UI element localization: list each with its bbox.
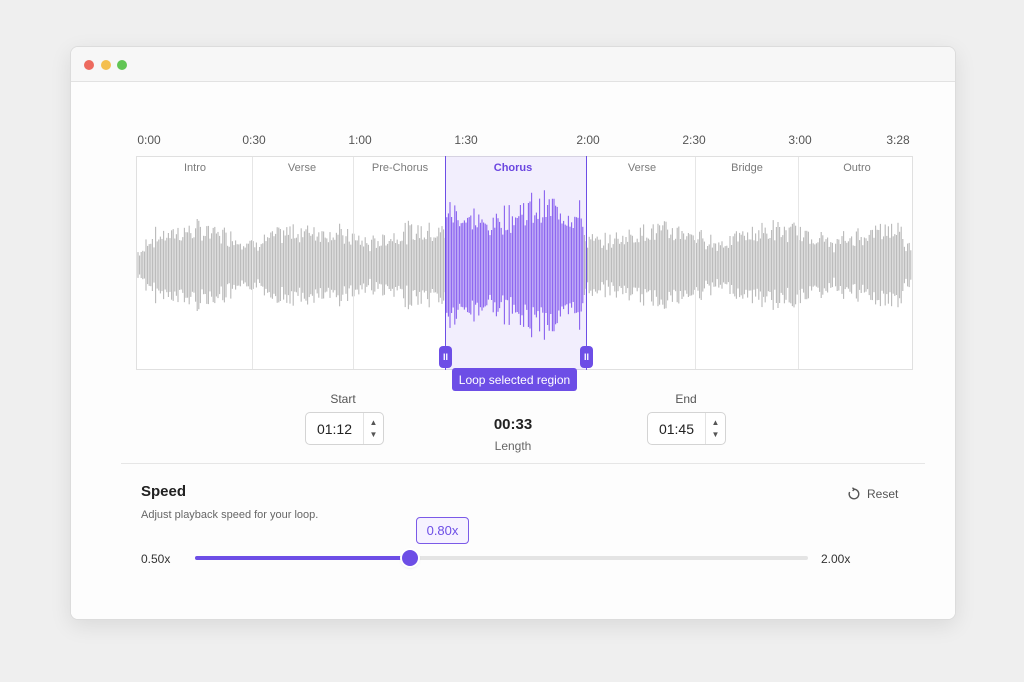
time-tick: 2:30 [682, 133, 706, 147]
section-divider [798, 157, 799, 369]
section-label-verse: Verse [287, 162, 317, 174]
title-bar [71, 47, 955, 82]
reset-icon [848, 487, 860, 500]
end-time-value[interactable]: 01:45 [658, 420, 695, 437]
maximize-window-button[interactable] [117, 60, 127, 70]
section-label-outro: Outro [843, 162, 871, 174]
section-label-verse: Verse [627, 162, 657, 174]
reset-button[interactable]: Reset [847, 487, 898, 501]
section-divider-line [121, 463, 925, 464]
section-label-intro: Intro [183, 162, 207, 174]
time-tick: 1:00 [348, 133, 372, 147]
speed-value-badge: 0.80x [416, 517, 469, 544]
section-divider [252, 157, 253, 369]
start-time-field[interactable]: 01:12 ▲ ▼ [305, 412, 384, 445]
end-time-field[interactable]: 01:45 ▲ ▼ [647, 412, 726, 445]
start-time-value[interactable]: 01:12 [316, 420, 353, 437]
waveform-panel[interactable]: Intro Verse Pre-Chorus Chorus Verse Brid… [136, 156, 913, 370]
reset-label: Reset [867, 487, 899, 501]
section-divider [353, 157, 354, 369]
speed-subtitle: Adjust playback speed for your loop. [141, 509, 319, 521]
time-tick: 0:00 [137, 133, 161, 147]
loop-length-label: Length [494, 439, 532, 453]
end-decrement-icon[interactable]: ▼ [711, 429, 720, 439]
app-window: 0:00 0:30 1:00 1:30 2:00 2:30 3:00 3:28 … [70, 46, 956, 620]
time-tick: 3:28 [886, 133, 910, 147]
section-label-pre-chorus: Pre-Chorus [371, 162, 429, 174]
region-end-handle[interactable]: II [580, 346, 593, 368]
time-tick: 1:30 [454, 133, 478, 147]
speed-title: Speed [141, 483, 187, 500]
start-decrement-icon[interactable]: ▼ [369, 429, 378, 439]
section-label-bridge: Bridge [731, 162, 763, 174]
selected-region[interactable] [445, 156, 587, 370]
region-start-handle[interactable]: II [439, 346, 452, 368]
start-increment-icon[interactable]: ▲ [369, 417, 378, 427]
close-window-button[interactable] [84, 60, 94, 70]
start-label: Start [330, 392, 356, 406]
speed-slider-thumb[interactable] [401, 550, 418, 566]
speed-max-label: 2.00x [821, 552, 851, 566]
section-divider [695, 157, 696, 369]
loop-selected-region-button[interactable]: Loop selected region [452, 368, 577, 391]
end-increment-icon[interactable]: ▲ [711, 417, 720, 427]
loop-length-value: 00:33 [493, 416, 533, 433]
end-label: End [675, 392, 697, 406]
speed-slider-fill [195, 556, 410, 560]
time-tick: 2:00 [576, 133, 600, 147]
speed-min-label: 0.50x [141, 552, 171, 566]
speed-slider-track[interactable] [195, 556, 808, 560]
time-tick: 0:30 [242, 133, 266, 147]
section-label-chorus: Chorus [493, 162, 533, 174]
time-tick: 3:00 [788, 133, 812, 147]
minimize-window-button[interactable] [101, 60, 111, 70]
